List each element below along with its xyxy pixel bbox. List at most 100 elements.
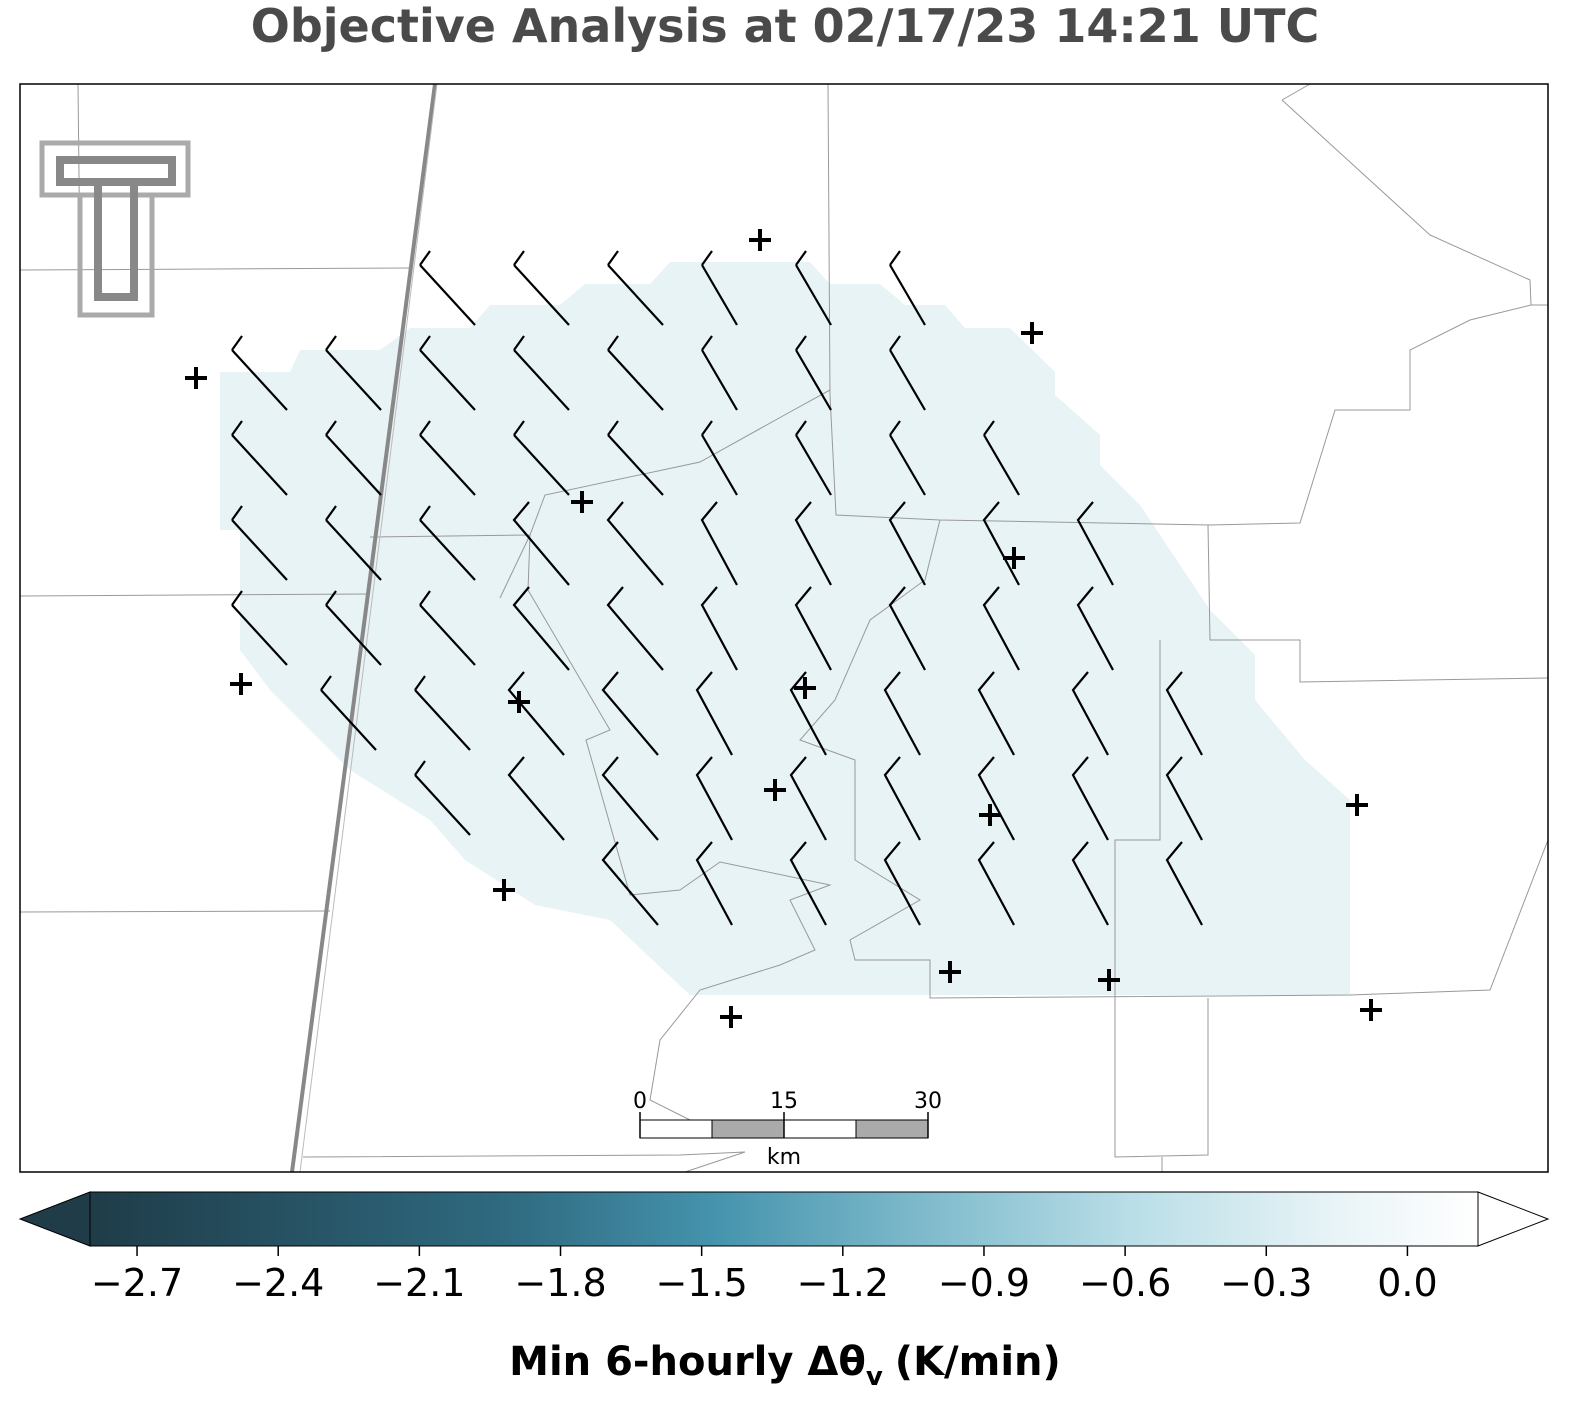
barb-staff xyxy=(1071,841,1109,926)
scale-segment xyxy=(855,1119,929,1139)
colorbar-tick-label: −0.3 xyxy=(1220,1261,1312,1305)
wind-barb xyxy=(701,250,738,326)
barb-flag xyxy=(325,335,337,351)
barb-staff xyxy=(789,841,827,926)
barb-staff xyxy=(512,586,570,671)
barb-staff xyxy=(512,501,570,586)
barb-staff xyxy=(1165,756,1203,841)
wind-barb xyxy=(1165,756,1203,841)
barb-flag xyxy=(513,420,525,436)
station xyxy=(571,491,593,513)
wind-barb xyxy=(231,505,288,581)
barb-staff xyxy=(325,434,382,496)
wind-barb xyxy=(507,671,565,756)
barb-staff xyxy=(700,501,738,586)
label-main: Min 6-hourly Δθ xyxy=(509,1339,866,1385)
barb-staff xyxy=(700,586,738,671)
colorbar-tick-label: −2.4 xyxy=(232,1261,324,1305)
wind-barb xyxy=(1071,671,1109,756)
wind-barb xyxy=(1076,501,1114,586)
label-sub: v xyxy=(866,1362,883,1392)
barb-staff xyxy=(507,756,565,841)
barb-flag xyxy=(889,335,901,351)
barb-flag xyxy=(414,675,426,691)
wind-barb xyxy=(888,586,926,671)
barb-flag xyxy=(419,250,431,266)
wind-barb xyxy=(700,501,738,586)
barb-staff xyxy=(601,671,659,756)
wind-barb xyxy=(795,335,832,411)
wind-barb xyxy=(977,841,1015,926)
barb-flag xyxy=(419,505,431,521)
barb-staff xyxy=(607,349,664,411)
barb-staff xyxy=(601,841,659,926)
barb-flag xyxy=(414,760,426,776)
barb-staff xyxy=(789,756,827,841)
station xyxy=(1360,999,1382,1021)
wind-barb xyxy=(794,501,832,586)
wind-barb xyxy=(606,501,664,586)
barb-flag xyxy=(607,335,619,351)
station xyxy=(939,961,961,983)
station xyxy=(508,691,530,713)
barb-staff xyxy=(795,434,832,496)
wind-barb xyxy=(700,586,738,671)
colorbar-tick-label: −0.9 xyxy=(938,1261,1030,1305)
barb-flag xyxy=(513,335,525,351)
wind-barb xyxy=(1076,586,1114,671)
wind-barb xyxy=(794,586,832,671)
wind-barb xyxy=(701,335,738,411)
colorbar: Min 6-hourly Δθv (K/min) −2.7 −2.4 −2.1 −1.8… xyxy=(18,1191,1550,1392)
barb-staff xyxy=(513,349,570,411)
barb-flag xyxy=(701,250,713,266)
barb-staff xyxy=(977,756,1015,841)
barb-staff xyxy=(325,604,382,666)
station xyxy=(493,879,515,901)
scale-tick-label: 30 xyxy=(914,1089,942,1114)
wind-barb xyxy=(795,420,832,496)
wind-barb xyxy=(325,590,382,666)
wind-barb xyxy=(982,586,1020,671)
map-frame xyxy=(19,83,1549,1173)
barb-staff xyxy=(607,264,664,326)
barb-flag xyxy=(983,420,995,436)
title: Objective Analysis at 02/17/23 14:21 UTC xyxy=(251,0,1320,53)
barb-flag xyxy=(607,420,619,436)
scale-tick-label: 0 xyxy=(633,1089,647,1114)
colorbar-tick-label: −1.5 xyxy=(656,1261,748,1305)
barb-staff xyxy=(1071,756,1109,841)
wind-barb xyxy=(888,501,926,586)
wind-barb xyxy=(419,505,476,581)
barb-flag xyxy=(701,335,713,351)
label-unit: (K/min) xyxy=(895,1339,1061,1385)
barb-staff xyxy=(883,756,921,841)
barb-staff xyxy=(606,586,664,671)
barb-staff xyxy=(231,349,288,411)
scale-unit: km xyxy=(767,1145,801,1170)
barb-staff xyxy=(231,434,288,496)
station xyxy=(1003,547,1025,569)
wind-barb xyxy=(982,501,1020,586)
wind-barb xyxy=(601,756,659,841)
map xyxy=(19,83,1549,1173)
logo xyxy=(39,140,191,318)
barb-staff xyxy=(889,434,926,496)
barb-flag xyxy=(419,335,431,351)
station xyxy=(1098,969,1120,991)
wind-barb xyxy=(883,841,921,926)
barb-staff xyxy=(231,519,288,581)
wind-barb xyxy=(883,756,921,841)
barb-staff xyxy=(1165,671,1203,756)
wind-barb xyxy=(795,250,832,326)
wind-barb xyxy=(419,590,476,666)
wind-barbs xyxy=(231,250,1203,926)
colorbar-tick-label: −1.2 xyxy=(797,1261,889,1305)
barb-staff xyxy=(982,501,1020,586)
wind-barb xyxy=(513,250,570,326)
wind-barb xyxy=(606,586,664,671)
wind-barb xyxy=(607,420,664,496)
county-lines xyxy=(19,83,1549,1173)
barb-staff xyxy=(888,501,926,586)
barb-flag xyxy=(419,590,431,606)
